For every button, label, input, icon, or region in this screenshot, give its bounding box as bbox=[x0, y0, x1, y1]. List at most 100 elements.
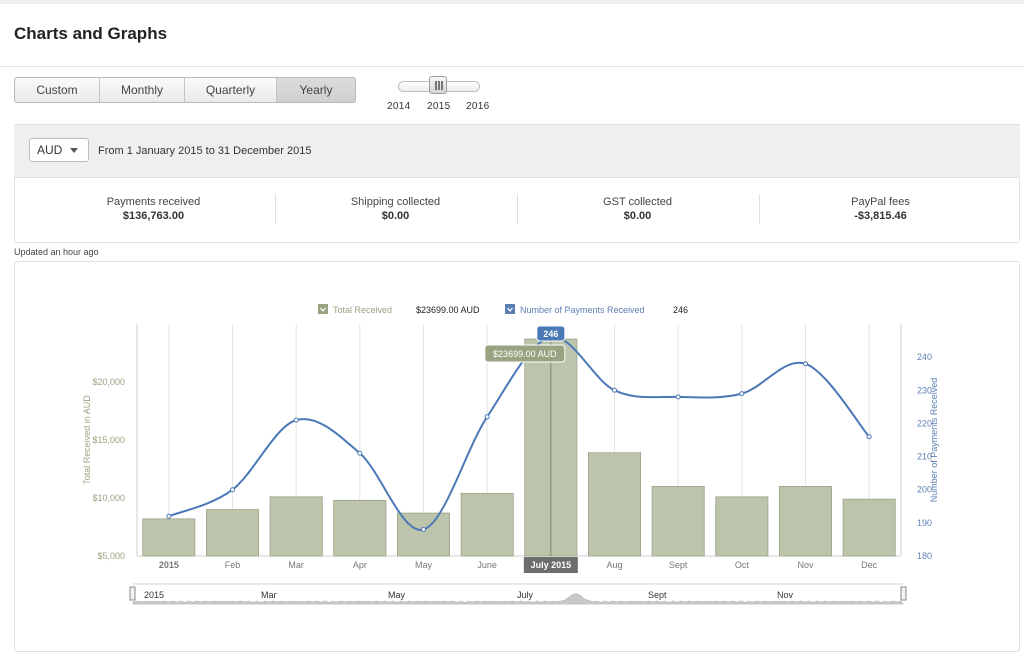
chart-panel: $5,000 $10,000 $15,000 $20,000 180 190 200 210 2… bbox=[14, 261, 1020, 652]
y-right-tick-label: 210 bbox=[917, 452, 932, 462]
line-point bbox=[293, 417, 299, 423]
y-right-tick-label: 180 bbox=[917, 551, 932, 561]
navigator-handle-left bbox=[129, 586, 136, 601]
y-tick-label: $10,000 bbox=[92, 493, 125, 503]
currency-select[interactable]: AUD bbox=[29, 138, 89, 162]
navigator-handle-right bbox=[900, 586, 907, 601]
line-point bbox=[357, 450, 363, 456]
navigator-label: Sept bbox=[648, 590, 667, 600]
summary-divider bbox=[759, 194, 760, 224]
bar bbox=[715, 496, 769, 557]
line-point bbox=[166, 513, 172, 519]
y-right-tick-label: 220 bbox=[917, 418, 932, 428]
year-label[interactable]: 2014 bbox=[387, 101, 411, 112]
bar bbox=[333, 499, 387, 557]
summary-label: GST collected bbox=[603, 196, 672, 208]
tooltip-line-box bbox=[536, 325, 566, 342]
line-point bbox=[612, 387, 617, 393]
updated-timestamp: Updated an hour ago bbox=[14, 247, 99, 257]
summary-label: PayPal fees bbox=[851, 196, 910, 208]
tooltip-bar-value: $23699.00 AUD bbox=[493, 349, 557, 359]
x-tick-label: Nov bbox=[797, 560, 814, 570]
year-label[interactable]: 2016 bbox=[466, 101, 490, 112]
x-tick-label: Aug bbox=[606, 560, 622, 570]
payments-line bbox=[168, 336, 870, 531]
to-date: 31 December 2015 bbox=[217, 145, 312, 157]
bar bbox=[651, 485, 705, 557]
line-point bbox=[803, 361, 808, 367]
x-tick-label: July 2015 bbox=[531, 560, 572, 570]
navigator-area bbox=[132, 593, 904, 605]
top-strip bbox=[0, 0, 1024, 4]
filter-bar: AUD From 1 January 2015 to 31 December 2… bbox=[14, 124, 1020, 178]
legend-check-icon bbox=[507, 307, 513, 312]
summary-gst-collected: GST collected $0.00 bbox=[517, 178, 758, 242]
x-tick-label: June bbox=[477, 560, 497, 570]
bar bbox=[587, 452, 642, 557]
x-tick-label: Dec bbox=[861, 560, 878, 570]
legend-check-icon bbox=[320, 307, 326, 312]
x-tick-label: Mar bbox=[288, 560, 304, 570]
tooltip-bar-box bbox=[484, 344, 566, 363]
line-point bbox=[421, 526, 426, 532]
line-point bbox=[675, 394, 681, 400]
legend-swatch-line bbox=[505, 304, 515, 314]
x-tick-label: Feb bbox=[225, 560, 241, 570]
bar bbox=[778, 485, 833, 557]
from-date: 1 January 2015 bbox=[126, 145, 203, 157]
summary-panel: Payments received $136,763.00 Shipping c… bbox=[14, 177, 1020, 243]
summary-value: -$3,815.46 bbox=[854, 210, 907, 222]
summary-value: $0.00 bbox=[381, 210, 410, 222]
year-slider[interactable]: 2014 2015 2016 bbox=[386, 76, 496, 116]
navigator-label: Mar bbox=[261, 590, 277, 600]
to-label: to bbox=[205, 145, 215, 157]
combo-chart[interactable]: $5,000 $10,000 $15,000 $20,000 180 190 200 210 2… bbox=[15, 262, 1019, 651]
legend-swatch-bar bbox=[318, 304, 328, 314]
legend-value: $23699.00 AUD bbox=[416, 305, 480, 315]
summary-label: Payments received bbox=[106, 196, 201, 208]
y-tick-label: $15,000 bbox=[92, 435, 125, 445]
tab-yearly[interactable]: Yearly bbox=[277, 78, 355, 102]
y-right-tick-label: 200 bbox=[917, 485, 932, 495]
summary-paypal-fees: PayPal fees -$3,815.46 bbox=[760, 178, 1001, 242]
currency-value: AUD bbox=[37, 143, 63, 157]
tab-custom[interactable]: Custom bbox=[15, 78, 100, 102]
tab-quarterly[interactable]: Quarterly bbox=[185, 78, 277, 102]
tab-monthly[interactable]: Monthly bbox=[100, 78, 185, 102]
bar bbox=[142, 518, 196, 557]
navigator-label: July bbox=[517, 590, 534, 600]
bar bbox=[205, 509, 260, 557]
tooltip-line-value: 246 bbox=[543, 329, 558, 339]
period-tabs: Custom Monthly Quarterly Yearly bbox=[14, 77, 356, 103]
navigator-label: 2015 bbox=[144, 590, 164, 600]
title-divider bbox=[0, 66, 1024, 67]
x-tick-label: Apr bbox=[353, 560, 367, 570]
y-right-tick-label: 230 bbox=[917, 385, 932, 395]
summary-shipping-collected: Shipping collected $0.00 bbox=[275, 178, 516, 242]
year-slider-handle[interactable] bbox=[429, 76, 447, 94]
x-tick-highlight-box bbox=[523, 557, 578, 573]
legend-label: Number of Payments Received bbox=[520, 305, 645, 315]
y-tick-label: $20,000 bbox=[92, 377, 125, 387]
date-range: From 1 January 2015 to 31 December 2015 bbox=[98, 145, 311, 157]
summary-divider bbox=[517, 194, 518, 224]
year-label[interactable]: 2015 bbox=[427, 101, 451, 112]
caret-down-icon bbox=[70, 148, 78, 153]
summary-value: $136,763.00 bbox=[122, 210, 185, 222]
y-right-tick-label: 190 bbox=[917, 518, 932, 528]
line-point bbox=[739, 391, 745, 397]
y-right-tick-label: 240 bbox=[917, 352, 932, 362]
y-tick-label: $5,000 bbox=[97, 551, 125, 561]
line-point bbox=[484, 414, 490, 420]
x-tick-label: 2015 bbox=[159, 560, 179, 570]
navigator-label: Nov bbox=[777, 590, 794, 600]
y-right-axis-title: Number of Payments Received bbox=[929, 378, 939, 503]
summary-value: $0.00 bbox=[623, 210, 652, 222]
summary-label: Shipping collected bbox=[350, 196, 441, 208]
bar bbox=[269, 496, 323, 557]
bar bbox=[842, 498, 896, 557]
line-point bbox=[230, 487, 235, 493]
x-tick-label: Oct bbox=[735, 560, 750, 570]
x-tick-label: May bbox=[415, 560, 433, 570]
x-tick-label: Sept bbox=[669, 560, 688, 570]
